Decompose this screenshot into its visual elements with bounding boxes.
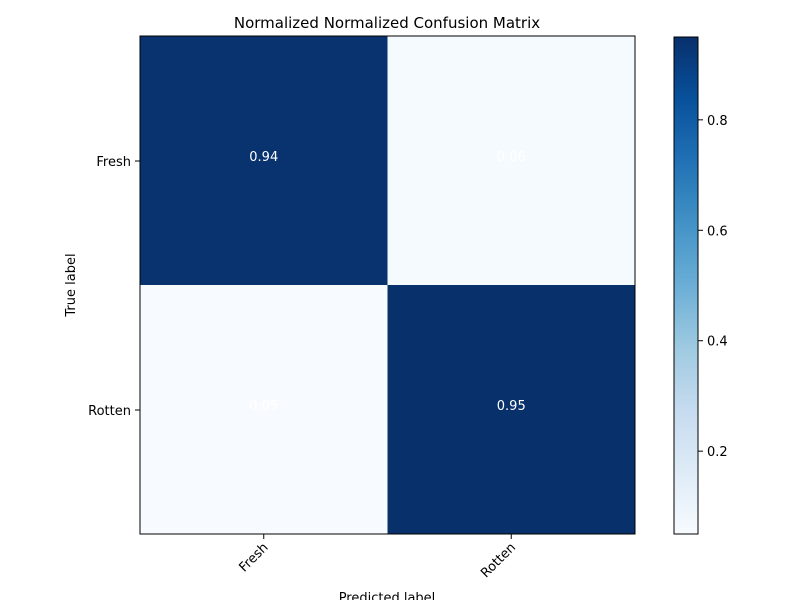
x-tick-label: Fresh bbox=[236, 540, 271, 575]
cell-value-label: 0.95 bbox=[497, 399, 526, 414]
heatmap-cell bbox=[140, 36, 388, 285]
heatmap-cell bbox=[387, 285, 635, 534]
y-axis-ticks: Fresh Rotten bbox=[88, 155, 140, 419]
cell-value-label: 0.05 bbox=[249, 399, 278, 414]
heatmap-cell-labels: 0.94 0.06 0.05 0.95 bbox=[249, 150, 525, 414]
heatmap-cell bbox=[140, 285, 388, 534]
y-axis-label: True label bbox=[64, 253, 79, 317]
plot-frame bbox=[139, 35, 636, 535]
cell-value-label: 0.94 bbox=[249, 150, 278, 165]
x-tick-label: Rotten bbox=[478, 540, 519, 581]
colorbar-tick-label: 0.2 bbox=[707, 445, 728, 460]
colorbar bbox=[673, 36, 699, 535]
cell-value-label: 0.06 bbox=[497, 150, 526, 165]
heatmap-cell bbox=[387, 36, 635, 285]
x-axis-ticks: Fresh Rotten bbox=[236, 534, 519, 581]
colorbar-ticks: 0.2 0.4 0.6 0.8 bbox=[698, 114, 728, 460]
y-tick-label: Fresh bbox=[96, 155, 131, 170]
colorbar-tick-label: 0.8 bbox=[707, 114, 728, 129]
colorbar-tick-label: 0.6 bbox=[707, 224, 728, 239]
chart-title: Normalized Normalized Confusion Matrix bbox=[234, 14, 540, 32]
heatmap-cells bbox=[140, 36, 635, 534]
colorbar-tick-label: 0.4 bbox=[707, 335, 728, 350]
y-tick-label: Rotten bbox=[88, 404, 131, 419]
x-axis-label: Predicted label bbox=[339, 591, 436, 600]
